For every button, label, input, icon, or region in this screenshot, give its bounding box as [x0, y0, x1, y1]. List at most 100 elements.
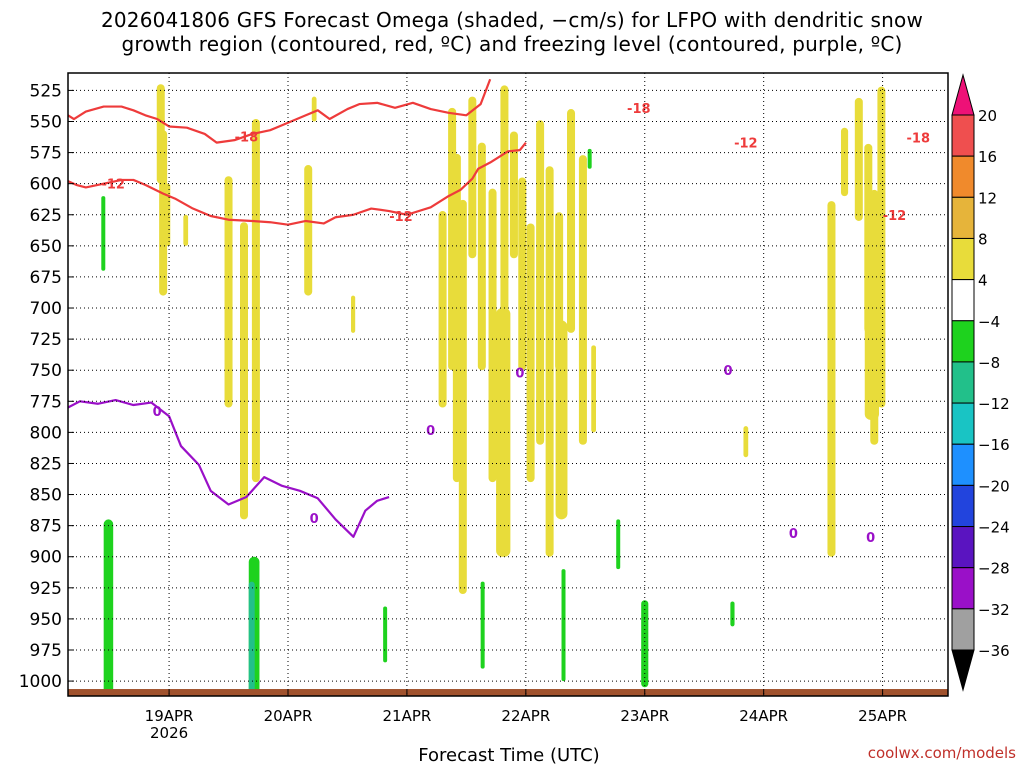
y-tick-label: 575 [30, 144, 62, 164]
chart-title: 2026041806 GFS Forecast Omega (shaded, −… [0, 8, 1024, 56]
colorbar-label: 4 [978, 272, 988, 290]
y-tick-label: 925 [30, 579, 62, 599]
omega-shade-streak [578, 155, 587, 445]
y-tick-label: 800 [30, 423, 62, 443]
omega-shade-patch [383, 606, 388, 663]
colorbar-bin [951, 279, 975, 322]
purple-freezing-level-contour-label: 0 [310, 512, 319, 527]
omega-shade-patch [496, 308, 511, 557]
plot-frame [67, 72, 949, 697]
omega-shade-streak [304, 165, 313, 296]
colorbar-bin [951, 608, 975, 651]
x-tick-label: 21APR [383, 707, 432, 725]
colorbar-bin [951, 196, 975, 239]
y-tick-label: 900 [30, 548, 62, 568]
colorbar-bin [951, 526, 975, 569]
purple-freezing-level-contour-label: 0 [866, 531, 875, 546]
colorbar-bin [951, 484, 975, 528]
y-tick-label: 775 [30, 392, 62, 412]
omega-shade-streak [224, 176, 233, 408]
colorbar-label: 20 [978, 107, 997, 125]
colorbar-bin [951, 402, 975, 445]
omega-shade-patch [743, 426, 749, 458]
colorbar-bin [951, 361, 975, 404]
red-contour-minus-12-label: -12 [734, 137, 758, 152]
chart-title-line-1: 2026041806 GFS Forecast Omega (shaded, −… [100, 8, 924, 32]
colorbar-bin [951, 443, 975, 486]
x-tick-year-label: 2026 [150, 724, 188, 742]
colorbar-label: −36 [978, 642, 1010, 660]
colorbar-bin [951, 155, 975, 198]
y-tick-label: 1000 [19, 672, 62, 692]
red-contour-minus-12-label: -12 [883, 209, 907, 224]
y-tick-label: 625 [30, 206, 62, 226]
credit-link[interactable]: coolwx.com/models [867, 744, 1016, 762]
omega-shade-streak [509, 131, 518, 259]
omega-shade-patch [254, 233, 259, 358]
purple-freezing-level-contour [68, 398, 390, 538]
omega-shade-patch [480, 581, 485, 669]
omega-shade-streak [488, 188, 497, 483]
omega-shade-streak [518, 177, 527, 371]
omega-shade-streak [159, 130, 168, 296]
chart-title-line-2: growth region (contoured, red, ºC) and f… [121, 32, 903, 56]
omega-shade-patch [555, 320, 568, 520]
red-contour-minus-18 [68, 78, 492, 144]
x-tick-label: 22APR [501, 707, 550, 725]
omega-shade-patch [561, 569, 566, 682]
y-tick-label: 675 [30, 268, 62, 288]
purple-freezing-level-contour-label: 0 [789, 527, 798, 542]
omega-shade-streak [458, 199, 467, 595]
red-contour-minus-12 [68, 141, 527, 226]
omega-shade-streak [526, 223, 535, 483]
omega-shade-patch [311, 96, 317, 122]
omega-shade-streak [827, 201, 836, 557]
colorbar-bottom-arrow [951, 649, 975, 692]
x-tick-label: 20APR [264, 707, 313, 725]
x-tick-label: 23APR [620, 707, 669, 725]
y-tick-label: 650 [30, 237, 62, 257]
x-tick-label: 24APR [739, 707, 788, 725]
omega-shade-patch [165, 183, 171, 246]
omega-shade-patch [641, 600, 649, 688]
plot-area: -18 -18 -18 -12 -12 -12 -12 0 0 0 0 0 0 0 [68, 73, 948, 696]
y-tick-label: 950 [30, 610, 62, 630]
colorbar-label: −16 [978, 436, 1010, 454]
omega-shade-patch [829, 335, 834, 343]
omega-shade-patch [616, 519, 621, 570]
red-contour-minus-18-label: -18 [907, 132, 931, 147]
omega-shade-streak [567, 109, 576, 333]
colorbar-label: 8 [978, 230, 988, 248]
colorbar-label: −8 [978, 354, 1000, 372]
colorbar-bin [951, 114, 975, 157]
colorbar-label: −20 [978, 477, 1010, 495]
omega-shade-patch [864, 233, 880, 420]
purple-freezing-level-contour-label: 0 [515, 367, 524, 382]
omega-shade-patch [103, 519, 114, 696]
colorbar-label: −32 [978, 601, 1010, 619]
omega-shade-patch [351, 295, 356, 333]
red-contour-minus-18-label: -18 [235, 130, 259, 145]
y-tick-label: 975 [30, 641, 62, 661]
omega-shade-patch [840, 127, 849, 197]
red-contour-minus-12-label: -12 [101, 178, 125, 193]
y-tick-label: 550 [30, 112, 62, 132]
x-axis-title: Forecast Time (UTC) [418, 745, 600, 766]
colorbar-label: −28 [978, 560, 1010, 578]
x-tick-label: 25APR [858, 707, 907, 725]
purple-freezing-level-contour-label: 0 [153, 405, 162, 420]
y-tick-label: 600 [30, 175, 62, 195]
x-tick-label: 19APR [145, 707, 194, 725]
y-tick-label: 725 [30, 330, 62, 350]
y-tick-label: 825 [30, 454, 62, 474]
colorbar-label: 12 [978, 189, 997, 207]
omega-shade-streak [877, 86, 886, 408]
omega-shade-patch [248, 581, 255, 696]
omega-shade-streak [438, 211, 447, 408]
purple-freezing-level-contour-label: 0 [723, 364, 732, 379]
omega-shade-patch [101, 196, 106, 271]
omega-shade-streak [240, 222, 248, 520]
colorbar-label: −12 [978, 395, 1010, 413]
red-contour-minus-18-label: -18 [627, 102, 651, 117]
ground-surface [68, 689, 948, 696]
